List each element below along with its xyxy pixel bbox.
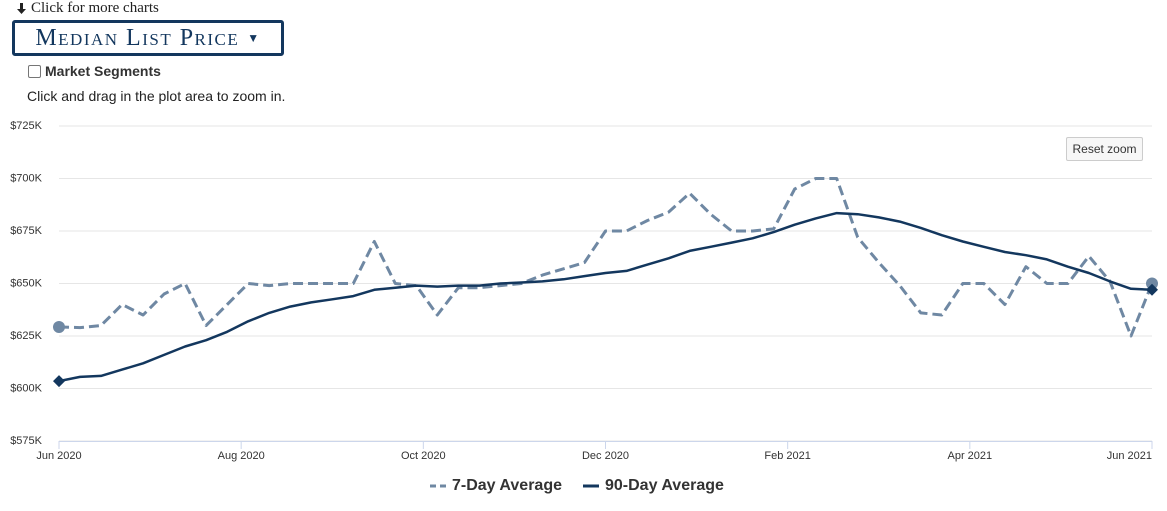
end-marker bbox=[1146, 277, 1158, 290]
series-line bbox=[58, 177, 1154, 338]
x-tick-label: Dec 2020 bbox=[582, 450, 629, 462]
legend-label: 7-Day Average bbox=[452, 477, 562, 494]
more-charts-link[interactable]: Click for more charts bbox=[16, 0, 159, 17]
x-tick-label: Aug 2020 bbox=[218, 450, 265, 462]
x-tick-label: Feb 2021 bbox=[764, 450, 810, 462]
x-tick-label: Apr 2021 bbox=[948, 450, 993, 462]
y-tick-label: $700K bbox=[10, 172, 42, 184]
checkbox[interactable] bbox=[28, 64, 41, 78]
chart-menu-button[interactable]: Median List Price ▼ bbox=[12, 20, 284, 56]
x-tick-label: Oct 2020 bbox=[401, 450, 446, 462]
series-line bbox=[58, 211, 1153, 383]
y-tick-label: $650K bbox=[10, 277, 42, 289]
end-marker bbox=[53, 375, 65, 388]
x-tick-label: Jun 2020 bbox=[36, 450, 81, 462]
end-marker bbox=[1146, 283, 1158, 296]
end-marker bbox=[53, 320, 65, 333]
y-tick-label: $725K bbox=[10, 120, 42, 132]
menu-title: Median List Price bbox=[35, 24, 240, 51]
legend-label: 90-Day Average bbox=[605, 477, 724, 494]
y-tick-label: $625K bbox=[10, 330, 42, 342]
y-tick-label: $575K bbox=[10, 435, 42, 447]
down-arrow-icon bbox=[17, 3, 26, 14]
y-tick-label: $600K bbox=[10, 382, 42, 394]
reset-zoom-button[interactable]: Reset zoom bbox=[1066, 137, 1143, 161]
x-tick-label: Jun 2021 bbox=[1107, 450, 1152, 462]
zoom-hint: Click and drag in the plot area to zoom … bbox=[27, 88, 286, 104]
more-charts-text: Click for more charts bbox=[31, 0, 159, 16]
checkbox-label: Market Segments bbox=[45, 63, 161, 79]
caret-icon: ▼ bbox=[247, 30, 261, 45]
segments-checkbox[interactable]: Market Segments bbox=[28, 63, 161, 79]
y-tick-label: $675K bbox=[10, 225, 42, 237]
